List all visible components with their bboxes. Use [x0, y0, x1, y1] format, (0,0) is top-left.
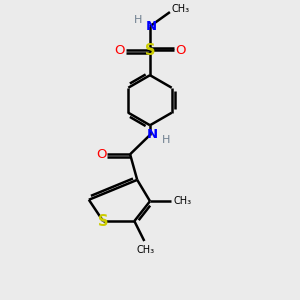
Text: O: O [96, 148, 106, 161]
Text: S: S [98, 214, 108, 229]
Text: O: O [114, 44, 125, 57]
Text: N: N [147, 128, 158, 141]
Text: CH₃: CH₃ [173, 196, 191, 206]
Text: N: N [146, 20, 157, 33]
Text: CH₃: CH₃ [137, 244, 155, 254]
Text: H: H [161, 135, 170, 145]
Text: CH₃: CH₃ [172, 4, 190, 14]
Text: H: H [134, 15, 142, 25]
Text: O: O [175, 44, 186, 57]
Text: S: S [145, 43, 155, 58]
